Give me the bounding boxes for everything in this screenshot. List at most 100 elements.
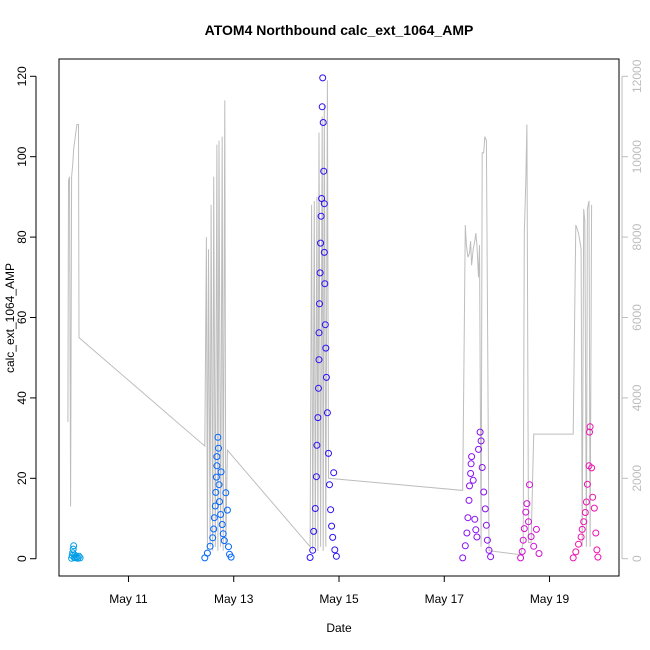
data-point-series-4 bbox=[480, 488, 488, 496]
data-point-series-1 bbox=[76, 554, 84, 562]
data-point-series-3 bbox=[322, 344, 330, 352]
data-point-series-3 bbox=[327, 506, 335, 514]
data-point-series-3 bbox=[321, 280, 329, 288]
data-point-series-3 bbox=[306, 554, 314, 561]
data-point-series-2 bbox=[216, 498, 223, 506]
y2-tick-label: 4000 bbox=[630, 384, 644, 411]
data-point-series-5 bbox=[535, 550, 543, 557]
data-point-series-2 bbox=[212, 488, 220, 496]
data-point-series-4 bbox=[481, 505, 489, 513]
data-point-series-4 bbox=[482, 521, 490, 529]
data-point-series-3 bbox=[319, 74, 327, 82]
data-point-series-2 bbox=[214, 433, 222, 441]
data-point-series-5 bbox=[519, 536, 527, 544]
data-point-series-3 bbox=[311, 505, 319, 512]
data-point-series-3 bbox=[328, 522, 336, 530]
data-point-series-2 bbox=[227, 553, 235, 561]
data-point-series-4 bbox=[461, 542, 469, 550]
data-point-series-3 bbox=[326, 481, 333, 489]
data-point-series-4 bbox=[464, 514, 472, 522]
data-point-series-6 bbox=[588, 464, 596, 472]
data-point-series-4 bbox=[471, 515, 479, 523]
y-axis-label: calc_ext_1064_AMP bbox=[3, 263, 17, 373]
data-point-series-2 bbox=[220, 537, 228, 545]
data-point-series-5 bbox=[525, 518, 532, 526]
y-axis: 0 20 40 60 80 100 120 bbox=[15, 66, 37, 562]
y2-tick-label: 10000 bbox=[630, 140, 644, 174]
data-point-series-3 bbox=[320, 200, 328, 208]
data-point-series-3 bbox=[310, 527, 318, 535]
scatter-points-layer bbox=[68, 74, 602, 562]
data-point-series-6 bbox=[590, 504, 598, 512]
data-point-series-4 bbox=[473, 533, 481, 541]
data-point-series-4 bbox=[468, 453, 476, 461]
data-point-series-3 bbox=[317, 212, 325, 220]
data-point-series-2 bbox=[212, 473, 220, 481]
data-point-series-2 bbox=[218, 521, 226, 528]
data-point-series-5 bbox=[530, 542, 538, 550]
y2-tick-label: 0 bbox=[630, 555, 644, 562]
data-point-series-2 bbox=[217, 511, 225, 518]
data-point-series-6 bbox=[577, 533, 585, 541]
secondary-series-line bbox=[67, 80, 593, 556]
data-point-series-2 bbox=[213, 462, 221, 470]
plot-box bbox=[58, 58, 620, 577]
data-point-series-2 bbox=[210, 525, 218, 533]
data-point-series-3 bbox=[317, 239, 325, 247]
data-point-series-2 bbox=[206, 542, 214, 550]
data-point-series-3 bbox=[322, 373, 330, 381]
data-point-series-3 bbox=[330, 469, 338, 477]
data-point-series-4 bbox=[467, 460, 475, 468]
data-point-series-3 bbox=[313, 441, 321, 449]
y-tick-label: 60 bbox=[15, 311, 29, 325]
data-point-series-5 bbox=[523, 500, 531, 508]
data-point-series-3 bbox=[323, 409, 331, 417]
data-point-series-2 bbox=[217, 468, 225, 476]
data-point-series-3 bbox=[312, 473, 320, 481]
y-tick-label: 100 bbox=[15, 146, 29, 166]
x-tick-label: May 19 bbox=[530, 592, 570, 606]
data-point-series-5 bbox=[526, 481, 533, 489]
x-tick-label: May 13 bbox=[214, 592, 254, 606]
data-point-series-3 bbox=[318, 103, 326, 111]
data-point-series-4 bbox=[472, 526, 480, 534]
data-point-series-4 bbox=[476, 428, 484, 436]
data-point-series-4 bbox=[478, 464, 486, 471]
y-tick-label: 120 bbox=[15, 66, 29, 86]
y-tick-label: 0 bbox=[15, 555, 29, 562]
data-point-series-3 bbox=[314, 414, 322, 422]
data-point-series-3 bbox=[319, 119, 327, 126]
data-point-series-3 bbox=[325, 449, 332, 457]
data-point-series-6 bbox=[586, 423, 594, 431]
data-point-series-3 bbox=[315, 329, 323, 337]
data-point-series-2 bbox=[223, 506, 231, 514]
data-point-series-6 bbox=[578, 525, 586, 533]
data-point-series-6 bbox=[580, 518, 588, 526]
data-point-series-6 bbox=[575, 540, 582, 548]
y2-tick-label: 12000 bbox=[630, 59, 644, 93]
data-point-series-3 bbox=[309, 546, 317, 554]
data-point-series-6 bbox=[589, 493, 597, 501]
data-point-series-4 bbox=[459, 554, 467, 562]
data-point-series-4 bbox=[463, 529, 471, 537]
data-point-series-4 bbox=[469, 476, 477, 484]
data-point-series-4 bbox=[485, 546, 493, 554]
data-point-series-4 bbox=[487, 553, 495, 561]
data-point-series-3 bbox=[316, 300, 323, 308]
x-axis: May 11 May 13 May 15 May 17 May 19 bbox=[109, 575, 570, 606]
y-tick-label: 20 bbox=[15, 471, 29, 485]
x-tick-label: May 11 bbox=[109, 592, 148, 606]
x-tick-label: May 17 bbox=[425, 592, 465, 606]
data-point-series-5 bbox=[518, 548, 526, 555]
data-point-series-3 bbox=[321, 321, 329, 329]
data-point-series-4 bbox=[467, 470, 475, 477]
data-point-series-4 bbox=[483, 536, 491, 544]
data-point-series-3 bbox=[332, 552, 340, 560]
data-point-series-6 bbox=[583, 480, 591, 488]
data-point-series-2 bbox=[219, 530, 227, 538]
data-point-series-1 bbox=[68, 552, 76, 559]
data-point-series-5 bbox=[522, 508, 530, 516]
data-point-series-6 bbox=[592, 529, 600, 537]
data-point-series-6 bbox=[581, 509, 589, 516]
